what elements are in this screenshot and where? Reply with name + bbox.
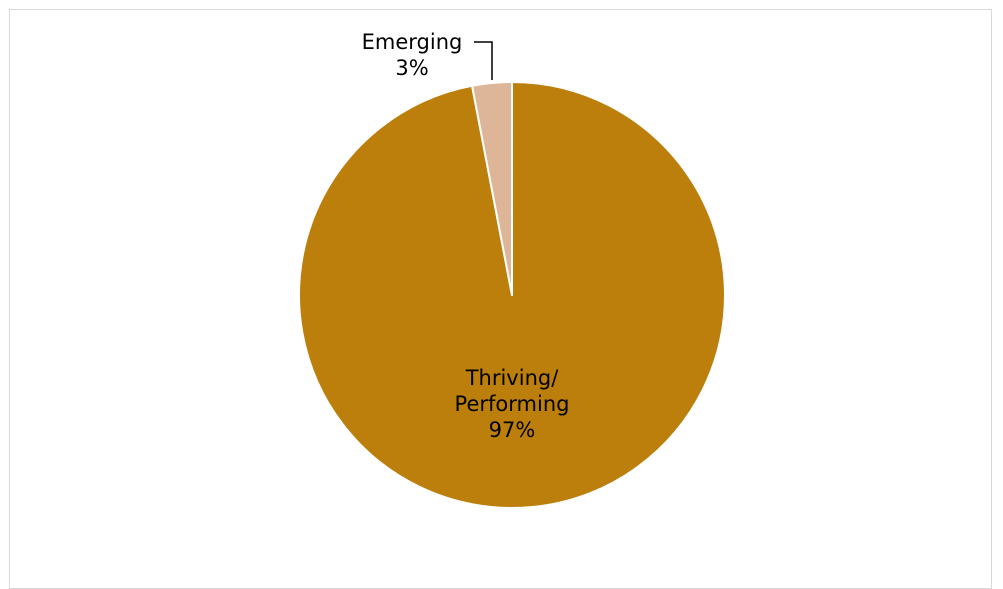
slice-percent-emerging: 3% <box>395 56 428 80</box>
slice-label-thriving-performing-line-1: Thriving/ <box>465 366 560 390</box>
pie-slice-emerging <box>471 81 513 296</box>
slice-label-thriving-performing-line-2: Performing <box>455 392 570 416</box>
slice-label-emerging: Emerging <box>362 30 463 54</box>
slices-layer <box>298 81 726 509</box>
slice-percent-thriving-performing: 97% <box>489 418 536 442</box>
leader-line-emerging <box>474 41 493 80</box>
